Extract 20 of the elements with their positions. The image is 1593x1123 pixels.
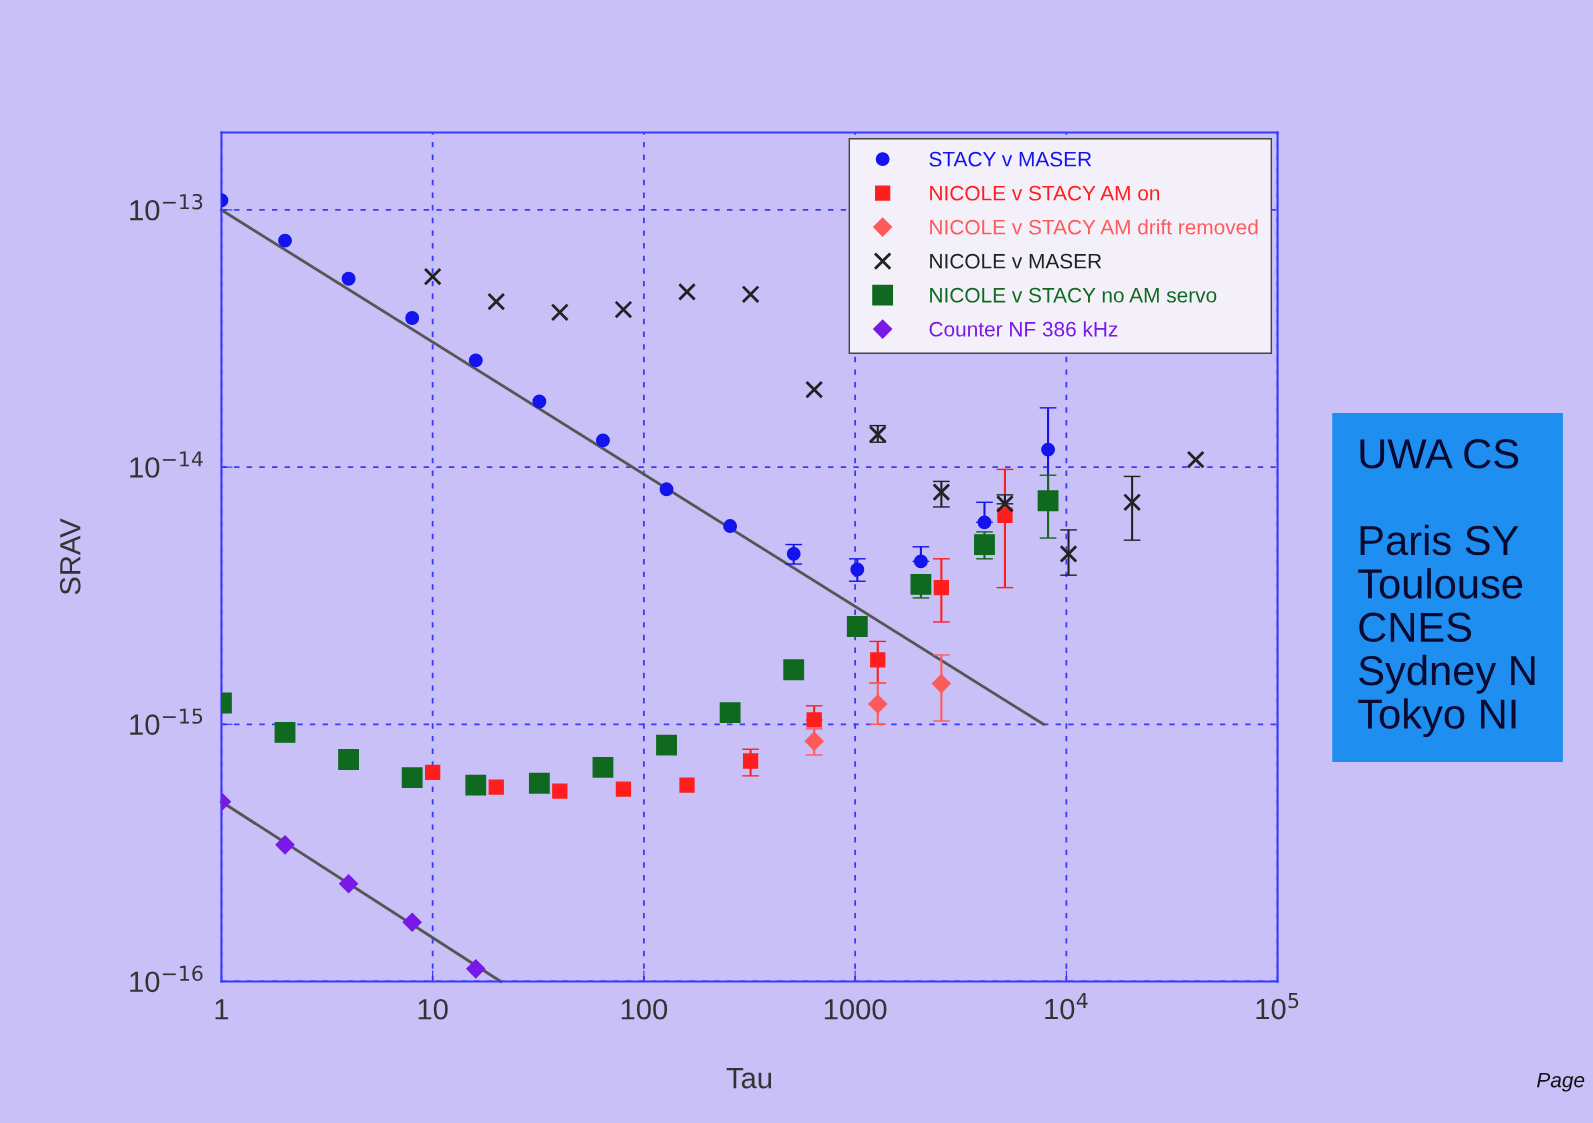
x-tick-label: 1000 bbox=[824, 998, 887, 1020]
x-tick-label: 10$^{4}$ bbox=[1045, 993, 1088, 1020]
x-tick-label: 1 bbox=[215, 999, 229, 1020]
legend-label: NICOLE v STACY no AM servo bbox=[930, 287, 1217, 303]
y-tick-label: 10$^{−14}$ bbox=[130, 451, 203, 478]
x-axis-title: Tau bbox=[726, 1068, 772, 1089]
x-tick-label: 10$^{5}$ bbox=[1256, 993, 1299, 1020]
text: Page bbox=[1537, 1072, 1585, 1092]
y-axis-title: SRAV bbox=[59, 518, 81, 595]
legend-label: NICOLE v MASER bbox=[930, 253, 1102, 269]
x-tick-label: 100 bbox=[621, 998, 668, 1020]
text: UWA CS Paris SY Toulouse CNES Sydney N Tokyo NI bbox=[1358, 439, 1535, 738]
legend-label: Counter NF 386 kHz bbox=[929, 321, 1118, 337]
y-tick-label: 10$^{−15}$ bbox=[130, 708, 203, 735]
x-tick-label: 10 bbox=[418, 998, 448, 1020]
legend-label: STACY v MASER bbox=[929, 151, 1092, 167]
y-tick-label: 10$^{−13}$ bbox=[130, 193, 203, 221]
y-tick-label: 10$^{−16}$ bbox=[130, 965, 203, 993]
legend-label: NICOLE v STACY AM drift removed bbox=[930, 219, 1258, 235]
legend-label: NICOLE v STACY AM on bbox=[930, 185, 1160, 201]
